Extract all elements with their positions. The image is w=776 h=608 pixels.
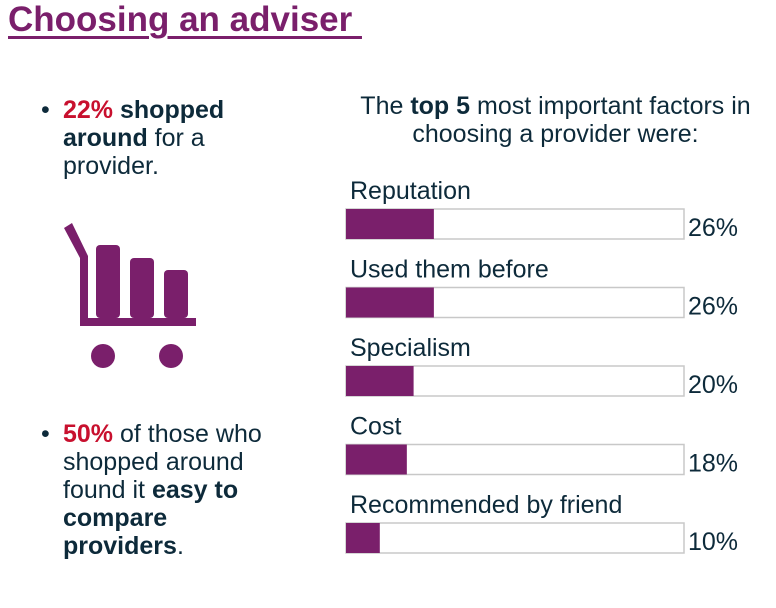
bar-category-label: Reputation	[350, 177, 471, 205]
bar	[346, 287, 434, 318]
bar-value-label: 26%	[688, 293, 738, 321]
bar-row: Used them before 26%	[345, 256, 738, 321]
bar-row: Reputation 26%	[345, 177, 738, 242]
cart-box-1	[96, 245, 120, 318]
bar-row: Specialism 20%	[345, 334, 738, 399]
bullet-easy-to-compare: 50% of those who shopped around found it…	[41, 420, 293, 560]
bullet-2-text: of those who shopped around found it	[63, 420, 262, 504]
bullet-1-text: for a provider.	[63, 124, 205, 180]
bar-category-label: Specialism	[350, 334, 471, 362]
page-title: Choosing an adviser	[8, 0, 362, 39]
bar	[346, 523, 380, 553]
bar-value-label: 10%	[688, 528, 738, 556]
bar-value-label: 26%	[688, 214, 738, 242]
bar-row: Recommended by friend 10%	[345, 491, 738, 556]
bar	[346, 366, 414, 396]
bar-category-label: Cost	[350, 413, 401, 441]
bar-track	[345, 522, 685, 554]
bar-category-label: Used them before	[350, 256, 549, 284]
bar	[346, 209, 434, 239]
bullet-1-bold: shopped around	[63, 96, 225, 152]
bar-value-label: 18%	[688, 450, 738, 478]
bar	[346, 444, 407, 475]
bullet-shopped-around: 22% shopped around for a provider.	[41, 96, 293, 180]
chart-heading-post: most important factors in choosing a pro…	[412, 92, 751, 148]
bar-category-label: Recommended by friend	[350, 491, 622, 519]
bar-value-label: 20%	[688, 371, 738, 399]
cart-wheel-right	[159, 344, 183, 368]
shopping-cart-icon	[64, 223, 196, 368]
cart-box-2	[130, 258, 154, 318]
chart-heading-pre: The	[360, 92, 411, 120]
cart-box-3	[164, 270, 188, 318]
bullet-2-end: .	[176, 532, 184, 560]
chart-heading-bold: top 5	[410, 92, 471, 120]
cart-wheel-left	[91, 344, 115, 368]
chart-heading: The top 5 most important factors in choo…	[318, 92, 776, 148]
bullet-1-percent: 22%	[63, 96, 114, 124]
bullet-2-bold: easy to compare providers	[63, 476, 239, 560]
bullet-2-percent: 50%	[63, 420, 114, 448]
bar-row: Cost 18%	[345, 413, 738, 478]
